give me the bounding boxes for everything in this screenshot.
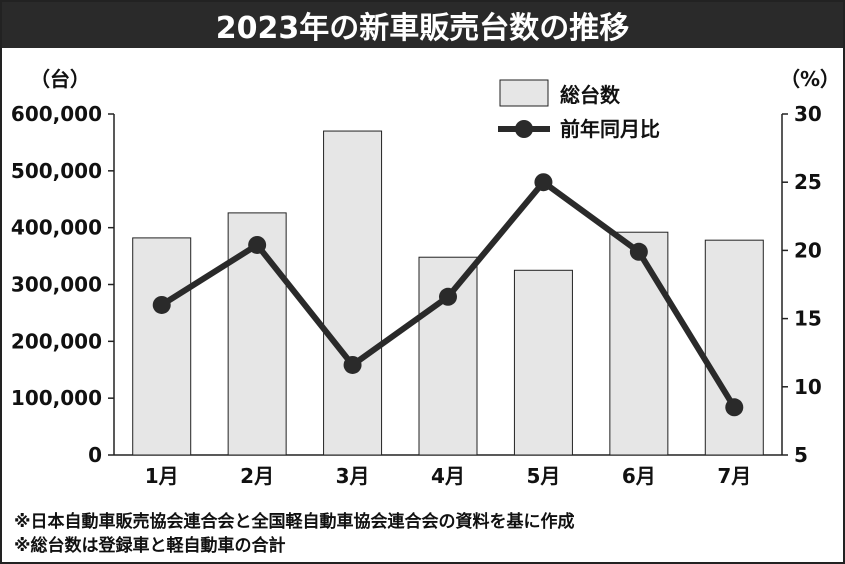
yoy-point-3 [343,355,362,374]
yoy-point-2 [248,235,267,254]
right-tick-label: 20 [794,238,822,262]
footnotes: ※日本自動車販売協会連合会と全国軽自動車協会連合会の資料を基に作成 ※総台数は登… [14,510,575,558]
line-layer [152,173,744,417]
left-tick-label: 500,000 [11,159,102,183]
category-label: 2月 [240,464,274,488]
bar-4 [418,256,478,456]
footnote-source: ※日本自動車販売協会連合会と全国軽自動車協会連合会の資料を基に作成 [14,512,575,532]
category-label: 5月 [526,464,560,488]
right-unit-label: （%） [780,67,840,91]
right-tick-label: 10 [794,375,822,399]
yoy-point-4 [439,287,457,306]
bar-3 [323,130,383,456]
legend-line-label: 前年同月比 [560,117,660,141]
right-tick-label: 15 [794,307,822,331]
yoy-point-5 [534,173,553,192]
title-bar: 2023年の新車販売台数の推移 [2,2,843,48]
left-unit-label: （台） [30,67,90,91]
bars-layer [132,130,764,456]
category-label: 6月 [622,464,656,488]
category-label: 1月 [145,464,179,488]
right-tick-label: 30 [794,102,822,126]
left-tick-label: 400,000 [11,216,102,240]
ticks-layer: 0 100,000 200,000 300,000 400,000 500,000 600,… [11,67,840,488]
legend-bar-swatch [499,79,549,107]
legend-bar-label: 総台数 [560,83,621,107]
chart-title: 2023年の新車販売台数の推移 [215,11,630,46]
category-label: 7月 [717,464,751,488]
legend-line-marker [515,120,533,138]
left-tick-label: 0 [88,443,102,467]
bar-1 [132,237,192,456]
left-tick-label: 300,000 [11,273,102,297]
chart-svg: 0 100,000 200,000 300,000 400,000 500,000 600,… [11,67,840,488]
bar-5 [513,269,573,456]
footnote-definition: ※総台数は登録車と軽自動車の合計 [14,536,286,556]
left-tick-label: 100,000 [11,386,102,410]
left-tick-label: 200,000 [11,329,102,353]
category-label: 3月 [336,464,370,488]
left-tick-label: 600,000 [11,102,102,126]
yoy-point-1 [152,295,171,314]
bar-7 [704,239,764,456]
yoy-point-6 [629,242,648,261]
category-label: 4月 [431,464,465,488]
yoy-point-7 [725,398,744,417]
right-tick-label: 25 [794,170,822,194]
bar-6 [609,231,669,456]
right-tick-label: 5 [794,443,808,467]
